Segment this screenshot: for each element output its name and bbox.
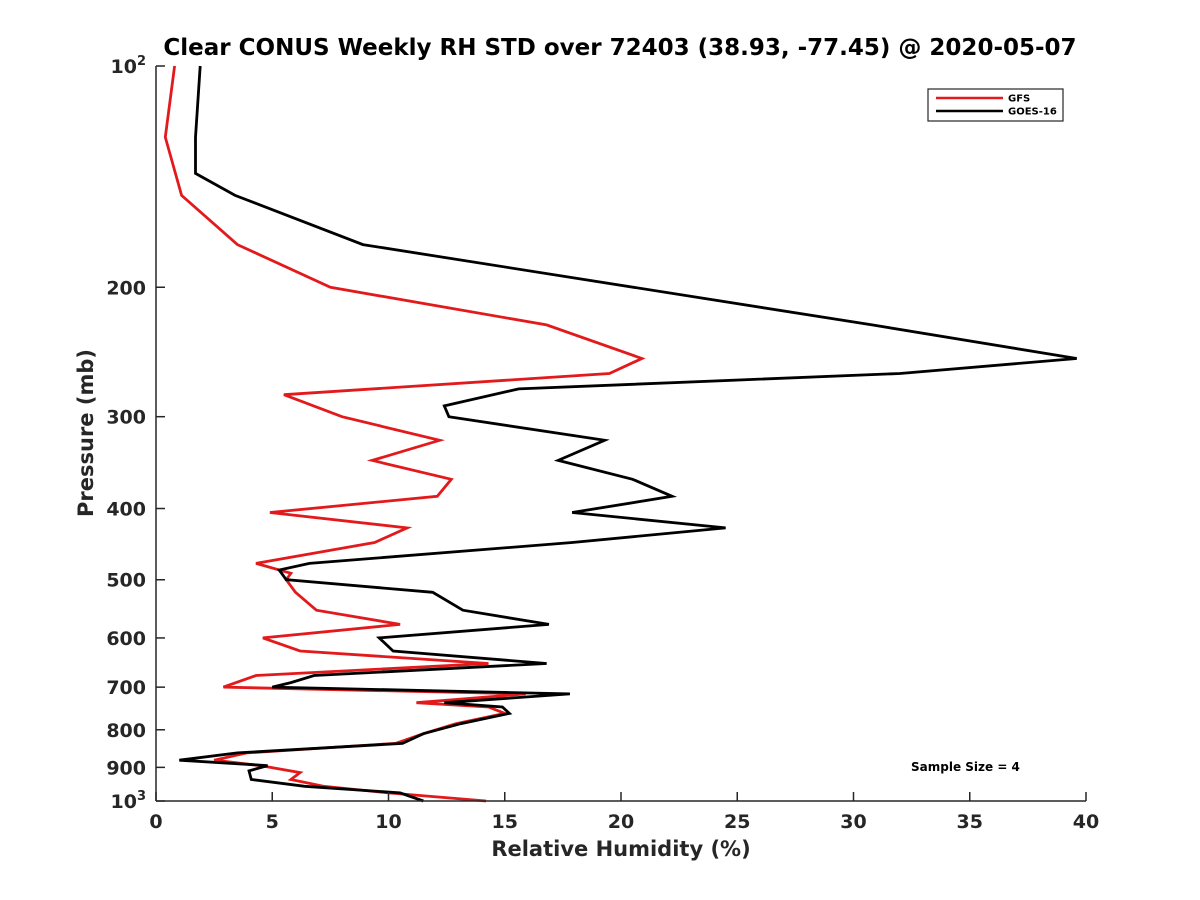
x-tick-label: 40 <box>1073 811 1099 833</box>
y-tick-label: 800 <box>106 720 146 742</box>
y-tick-label: 300 <box>106 407 146 429</box>
x-axis-label: Relative Humidity (%) <box>491 837 750 861</box>
x-tick-label: 10 <box>375 811 401 833</box>
y-tick-label: 600 <box>106 628 146 650</box>
legend: GFS GOES-16 <box>927 88 1064 122</box>
x-tick-label: 25 <box>724 811 750 833</box>
y-tick-label: 400 <box>106 499 146 521</box>
y-tick-label: 200 <box>106 277 146 299</box>
legend-label-goes16: GOES-16 <box>1008 107 1057 118</box>
x-tick-label: 30 <box>840 811 866 833</box>
y-tick-label: 500 <box>106 570 146 592</box>
y-tick-label: 700 <box>106 677 146 699</box>
x-tick-label: 0 <box>149 811 162 833</box>
y-tick-label: 102 <box>111 54 147 78</box>
x-ticks: 0 5 10 15 20 25 30 35 40 <box>149 792 1099 833</box>
x-tick-label: 20 <box>608 811 634 833</box>
series-line-goes16 <box>179 65 1077 803</box>
x-tick-label: 15 <box>492 811 518 833</box>
plot-lines <box>163 65 1077 803</box>
legend-label-gfs: GFS <box>1008 94 1030 105</box>
x-tick-label: 5 <box>266 811 279 833</box>
chart-title: Clear CONUS Weekly RH STD over 72403 (38… <box>163 35 1076 61</box>
y-tick-label: 900 <box>106 757 146 779</box>
y-axis-label: Pressure (mb) <box>74 349 98 517</box>
legend-box <box>927 88 1064 122</box>
x-tick-label: 35 <box>957 811 983 833</box>
sample-size-annotation: Sample Size = 4 <box>911 760 1020 774</box>
